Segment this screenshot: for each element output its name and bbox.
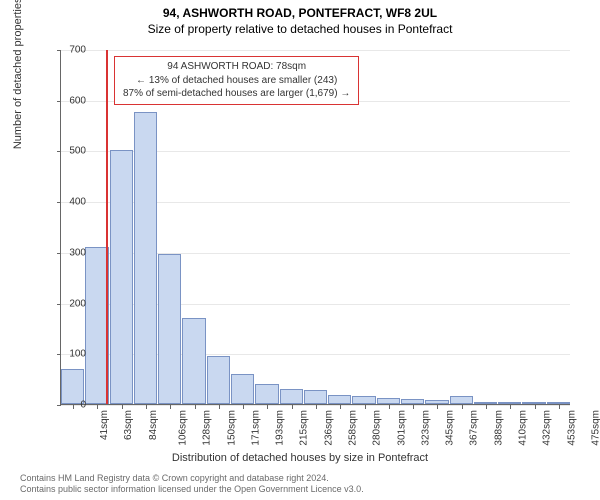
y-axis-label: Number of detached properties <box>12 0 24 149</box>
histogram-bar <box>207 356 230 404</box>
y-tick-label: 400 <box>69 197 86 208</box>
histogram-bar <box>425 400 448 404</box>
x-tick-label: 236sqm <box>323 410 334 446</box>
footer: Contains HM Land Registry data © Crown c… <box>20 473 364 496</box>
x-tick-label: 345sqm <box>445 410 456 446</box>
x-tick-label: 84sqm <box>148 410 159 440</box>
chart-title: 94, ASHWORTH ROAD, PONTEFRACT, WF8 2UL <box>0 0 600 20</box>
y-tick-label: 600 <box>69 95 86 106</box>
y-tick-label: 100 <box>69 349 86 360</box>
histogram-bar <box>182 318 205 404</box>
x-tick-label: 106sqm <box>178 410 189 446</box>
x-tick-label: 215sqm <box>299 410 310 446</box>
histogram-bar <box>110 150 133 404</box>
histogram-bar <box>547 402 570 404</box>
x-tick-label: 323sqm <box>420 410 431 446</box>
footer-line-1: Contains HM Land Registry data © Crown c… <box>20 473 364 485</box>
y-tick-label: 200 <box>69 298 86 309</box>
histogram-bar <box>352 396 375 404</box>
histogram-bar <box>498 402 521 404</box>
x-axis-label: Distribution of detached houses by size … <box>0 452 600 464</box>
histogram-bar <box>304 390 327 404</box>
x-tick-label: 258sqm <box>348 410 359 446</box>
histogram-bar <box>158 254 181 404</box>
info-line-1: 94 ASHWORTH ROAD: 78sqm <box>123 60 350 74</box>
x-tick-label: 193sqm <box>275 410 286 446</box>
y-tick-label: 500 <box>69 146 86 157</box>
gridline <box>61 50 570 51</box>
histogram-bar <box>328 395 351 404</box>
histogram-bar <box>134 112 157 404</box>
histogram-bar <box>231 374 254 404</box>
x-tick-label: 453sqm <box>566 410 577 446</box>
x-tick-label: 388sqm <box>493 410 504 446</box>
histogram-bar <box>401 399 424 404</box>
footer-line-2: Contains public sector information licen… <box>20 484 364 496</box>
y-tick-label: 700 <box>69 45 86 56</box>
histogram-bar <box>255 384 278 404</box>
y-tick-label: 300 <box>69 247 86 258</box>
histogram-bar <box>522 402 545 404</box>
info-line-3: 87% of semi-detached houses are larger (… <box>123 87 350 101</box>
marker-line <box>106 50 108 404</box>
histogram-bar <box>280 389 303 404</box>
x-tick-label: 301sqm <box>396 410 407 446</box>
info-box: 94 ASHWORTH ROAD: 78sqm ← 13% of detache… <box>114 56 359 105</box>
histogram-bar <box>377 398 400 404</box>
x-tick-label: 150sqm <box>226 410 237 446</box>
x-tick-label: 367sqm <box>469 410 480 446</box>
info-line-2: ← 13% of detached houses are smaller (24… <box>123 74 350 88</box>
x-tick-label: 171sqm <box>250 410 261 446</box>
x-tick-label: 432sqm <box>542 410 553 446</box>
x-tick-label: 41sqm <box>99 410 110 440</box>
histogram-bar <box>450 396 473 404</box>
x-tick-label: 475sqm <box>590 410 600 446</box>
x-tick-label: 63sqm <box>123 410 134 440</box>
x-tick-label: 280sqm <box>372 410 383 446</box>
x-tick-label: 128sqm <box>202 410 213 446</box>
histogram-bar <box>474 402 497 404</box>
y-tick-label: 0 <box>80 400 86 411</box>
x-tick-label: 410sqm <box>518 410 529 446</box>
chart-subtitle: Size of property relative to detached ho… <box>0 20 600 36</box>
